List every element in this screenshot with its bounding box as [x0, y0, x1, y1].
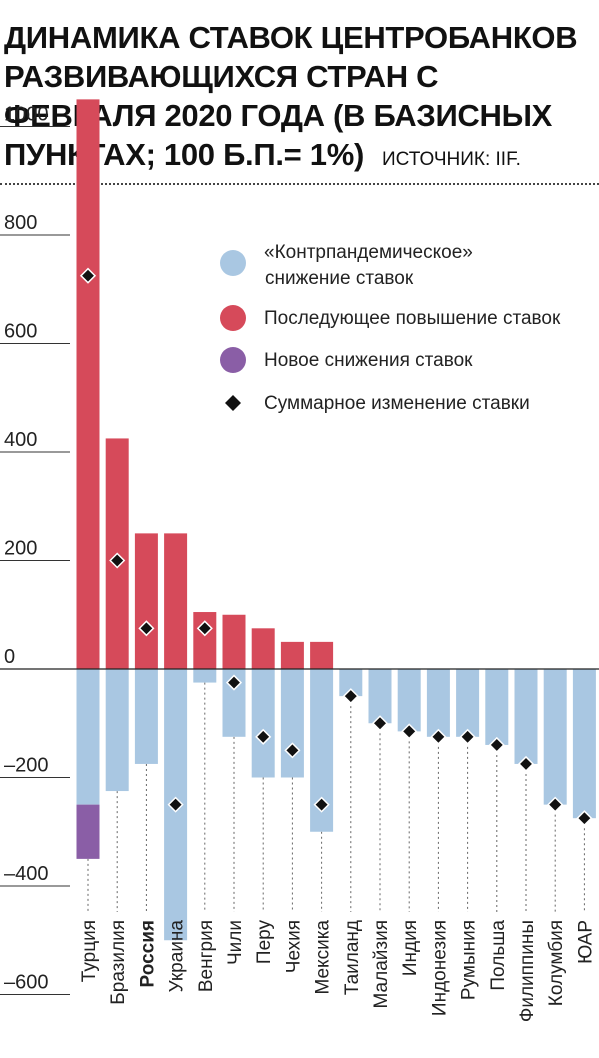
bar-hike-1 [76, 99, 100, 669]
y-tick-label: –600 [4, 972, 49, 994]
bar-cut-12 [397, 669, 421, 732]
bar-cut-13 [426, 669, 450, 737]
bar-cut-8 [280, 669, 304, 778]
bars [76, 99, 596, 941]
bar-cut-1 [76, 669, 100, 805]
category-label: Перу [254, 920, 275, 965]
category-label: Чили [225, 920, 246, 965]
legend-swatch [220, 305, 246, 331]
category-label: Филиппины [517, 920, 538, 1022]
title-divider [0, 183, 599, 185]
y-tick-label: –200 [4, 755, 49, 777]
total-marker-5 [196, 620, 213, 637]
category-label: Мексика [313, 920, 334, 995]
category-label: Россия [137, 920, 158, 987]
category-label: Венгрия [196, 920, 217, 992]
total-marker-17 [547, 796, 564, 813]
bar-hike-8 [280, 641, 304, 669]
total-marker-2 [109, 552, 126, 569]
category-label: Колумбия [546, 920, 567, 1006]
legend-label: Суммарное изменение ставки [264, 393, 530, 414]
total-marker-1 [79, 267, 97, 284]
y-tick-label: 800 [4, 212, 37, 234]
bar-cut-17 [543, 669, 567, 805]
category-label: Бразилия [108, 920, 129, 1005]
category-label: Малайзия [371, 920, 392, 1009]
chart-title: Динамика ставок центробанков развивающих… [4, 18, 594, 179]
gridlines [0, 126, 70, 995]
total-marker-11 [371, 715, 389, 732]
total-marker-7 [255, 728, 272, 745]
bar-cut-2 [105, 669, 129, 792]
x-axis: Турция Бразилия Россия Украина Венгрия Чили Пе… [79, 920, 596, 1023]
total-marker-10 [342, 688, 359, 705]
total-marker-6 [225, 674, 243, 691]
legend-label: Новое снижения ставок [264, 350, 473, 371]
y-tick-label: 400 [4, 429, 37, 451]
legend-label: «Контрпандемическое» [264, 242, 473, 263]
total-marker-15 [488, 736, 505, 754]
total-markers [79, 267, 593, 827]
legend-label: Последующее повышение ставок [264, 308, 561, 329]
y-tick-label: 0 [4, 646, 15, 668]
bar-cut-7 [251, 669, 275, 778]
category-guides [87, 682, 585, 941]
category-label: Таиланд [342, 920, 363, 995]
total-marker-4 [167, 796, 184, 813]
y-tick-label: –400 [4, 863, 49, 885]
category-label: Польша [488, 920, 509, 991]
source-note: Источник: IIF. [382, 149, 521, 170]
total-marker-18 [576, 810, 593, 827]
total-marker-12 [401, 723, 418, 740]
total-marker-16 [517, 755, 535, 772]
category-label: Индонезия [429, 920, 450, 1016]
y-tick-label: 1000 [4, 104, 49, 126]
legend-swatch [220, 347, 246, 373]
bar-new-cut-1 [76, 804, 100, 859]
bar-cut-3 [134, 669, 158, 764]
legend: «Контрпандемическое» снижение ставок После… [220, 242, 561, 414]
category-label: Индия [400, 920, 421, 976]
total-marker-3 [138, 620, 155, 637]
total-marker-9 [313, 796, 330, 813]
total-marker-14 [459, 728, 476, 745]
bar-cut-16 [514, 669, 538, 764]
legend-diamond [225, 395, 241, 411]
bar-cut-6 [222, 669, 246, 737]
bar-hike-9 [310, 641, 334, 669]
total-marker-8 [284, 742, 301, 759]
bar-cut-14 [456, 669, 480, 737]
bar-hike-4 [164, 533, 188, 669]
bar-hike-7 [251, 628, 275, 669]
bar-hike-6 [222, 614, 246, 669]
legend-swatch [220, 250, 246, 276]
category-label: Украина [167, 920, 188, 993]
bar-hike-3 [134, 533, 158, 669]
bar-cut-9 [310, 669, 334, 832]
category-label: Турция [79, 920, 100, 982]
bar-cut-10 [339, 669, 363, 697]
total-marker-13 [430, 728, 447, 745]
y-tick-label: 200 [4, 538, 37, 560]
category-label: ЮАР [575, 920, 596, 964]
bar-cut-5 [193, 669, 217, 683]
category-label: Чехия [283, 920, 304, 973]
y-tick-label: 600 [4, 321, 37, 343]
category-label: Румыния [459, 920, 480, 1000]
bar-cut-18 [572, 669, 596, 819]
bar-cut-15 [485, 669, 509, 745]
y-axis: 1000 800 600 400 200 0 –200 –400 –600 [4, 104, 49, 994]
bar-cut-11 [368, 669, 392, 724]
legend-label: снижение ставок [265, 268, 414, 289]
